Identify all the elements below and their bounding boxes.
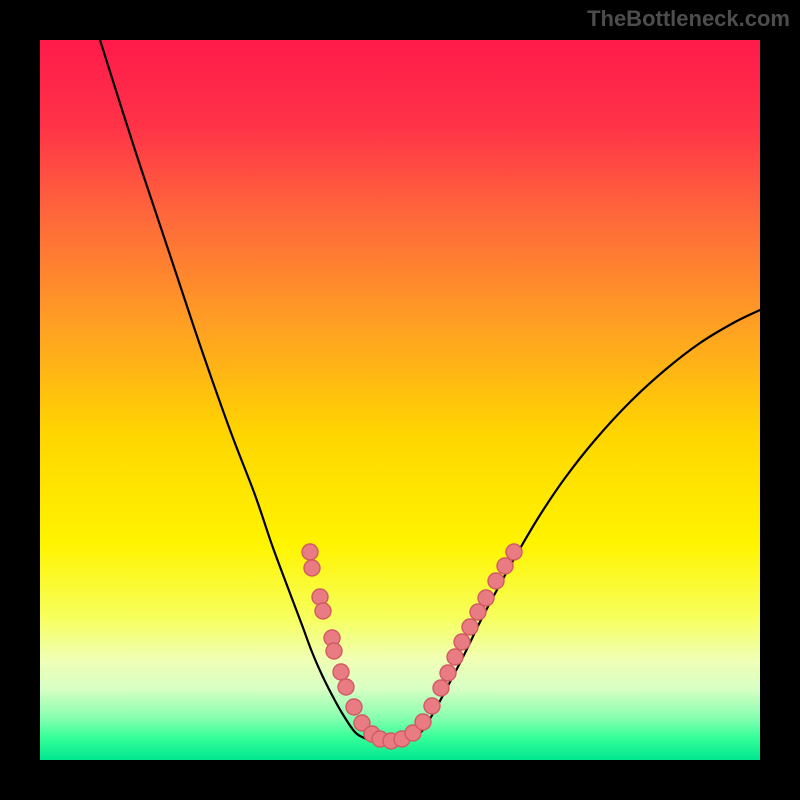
data-point <box>312 589 328 605</box>
data-point <box>302 544 318 560</box>
curve-layer <box>40 40 760 760</box>
data-point <box>424 698 440 714</box>
data-point <box>304 560 320 576</box>
data-point <box>478 590 494 606</box>
data-point <box>433 680 449 696</box>
plot-area <box>40 40 760 760</box>
watermark-text: TheBottleneck.com <box>587 6 790 32</box>
data-point <box>415 714 431 730</box>
bottleneck-curve <box>100 40 760 741</box>
data-point <box>454 634 470 650</box>
data-point <box>333 664 349 680</box>
data-point <box>470 604 486 620</box>
data-point <box>315 603 331 619</box>
data-point <box>346 699 362 715</box>
data-point <box>506 544 522 560</box>
data-point <box>497 558 513 574</box>
data-point <box>447 649 463 665</box>
data-point <box>326 643 342 659</box>
data-point <box>488 573 504 589</box>
data-point <box>440 665 456 681</box>
data-point <box>462 619 478 635</box>
data-point <box>338 679 354 695</box>
